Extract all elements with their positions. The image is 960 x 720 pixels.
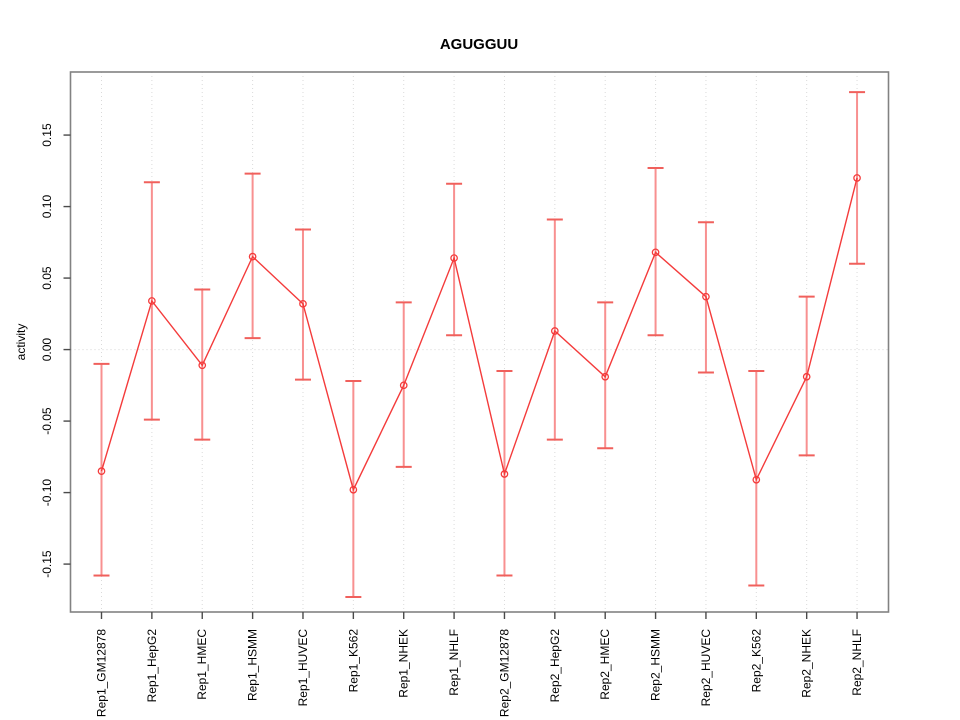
data-point [802,372,811,381]
y-tick-label: -0.05 [40,407,54,435]
chart-title: AGUGGUU [440,36,518,53]
series-line [100,177,858,492]
x-tick-label: Rep2_K562 [749,629,763,693]
x-tick-label: Rep1_HMEC [195,629,209,700]
data-point [550,327,559,335]
grid-layer [70,72,889,612]
x-tick-label: Rep1_HSMM [246,629,260,701]
x-tick-label: Rep2_NHLF [850,629,864,696]
y-tick-label: 0.00 [40,338,54,362]
data-point [450,254,458,262]
data-point [248,252,257,261]
data-point [752,475,761,484]
x-tick-label: Rep2_NHEK [800,629,814,698]
data-point [399,381,408,390]
x-tick-label: Rep1_NHLF [447,629,461,696]
x-tick-label: Rep1_HepG2 [145,629,159,703]
data-point [651,248,660,257]
x-tick-label: Rep1_HUVEC [296,629,310,707]
data-point [601,372,610,381]
axis-layer: 0.15 0.10 0.05 0.00 -0.05 -0.10 -0.15 Rep1_GM12… [40,71,890,717]
y-tick-label: 0.15 [40,123,54,147]
data-point [198,361,207,370]
data-layer [93,91,866,598]
y-tick-label: -0.15 [40,550,54,578]
data-point [349,485,358,494]
x-tick-label: Rep1_NHEK [397,629,411,698]
data-point [500,470,509,478]
plot-border [69,71,890,613]
x-tick-label: Rep2_GM12878 [497,629,511,717]
x-tick-label: Rep2_HepG2 [548,629,562,703]
x-tick-label: Rep2_HMEC [598,629,612,700]
x-tick-label: Rep2_HSMM [649,629,663,701]
x-tick-label: Rep2_HUVEC [699,629,713,707]
y-tick-label: 0.10 [40,195,54,219]
data-point [853,174,861,182]
data-point [299,299,307,308]
y-tick-label: 0.05 [40,266,54,290]
data-point [702,292,710,301]
data-point [148,297,156,305]
data-point [97,467,106,475]
y-axis-label: activity [14,324,28,361]
x-tick-label: Rep1_K562 [346,629,360,693]
x-tick-label: Rep1_GM12878 [95,629,109,717]
y-tick-label: -0.10 [40,479,54,507]
